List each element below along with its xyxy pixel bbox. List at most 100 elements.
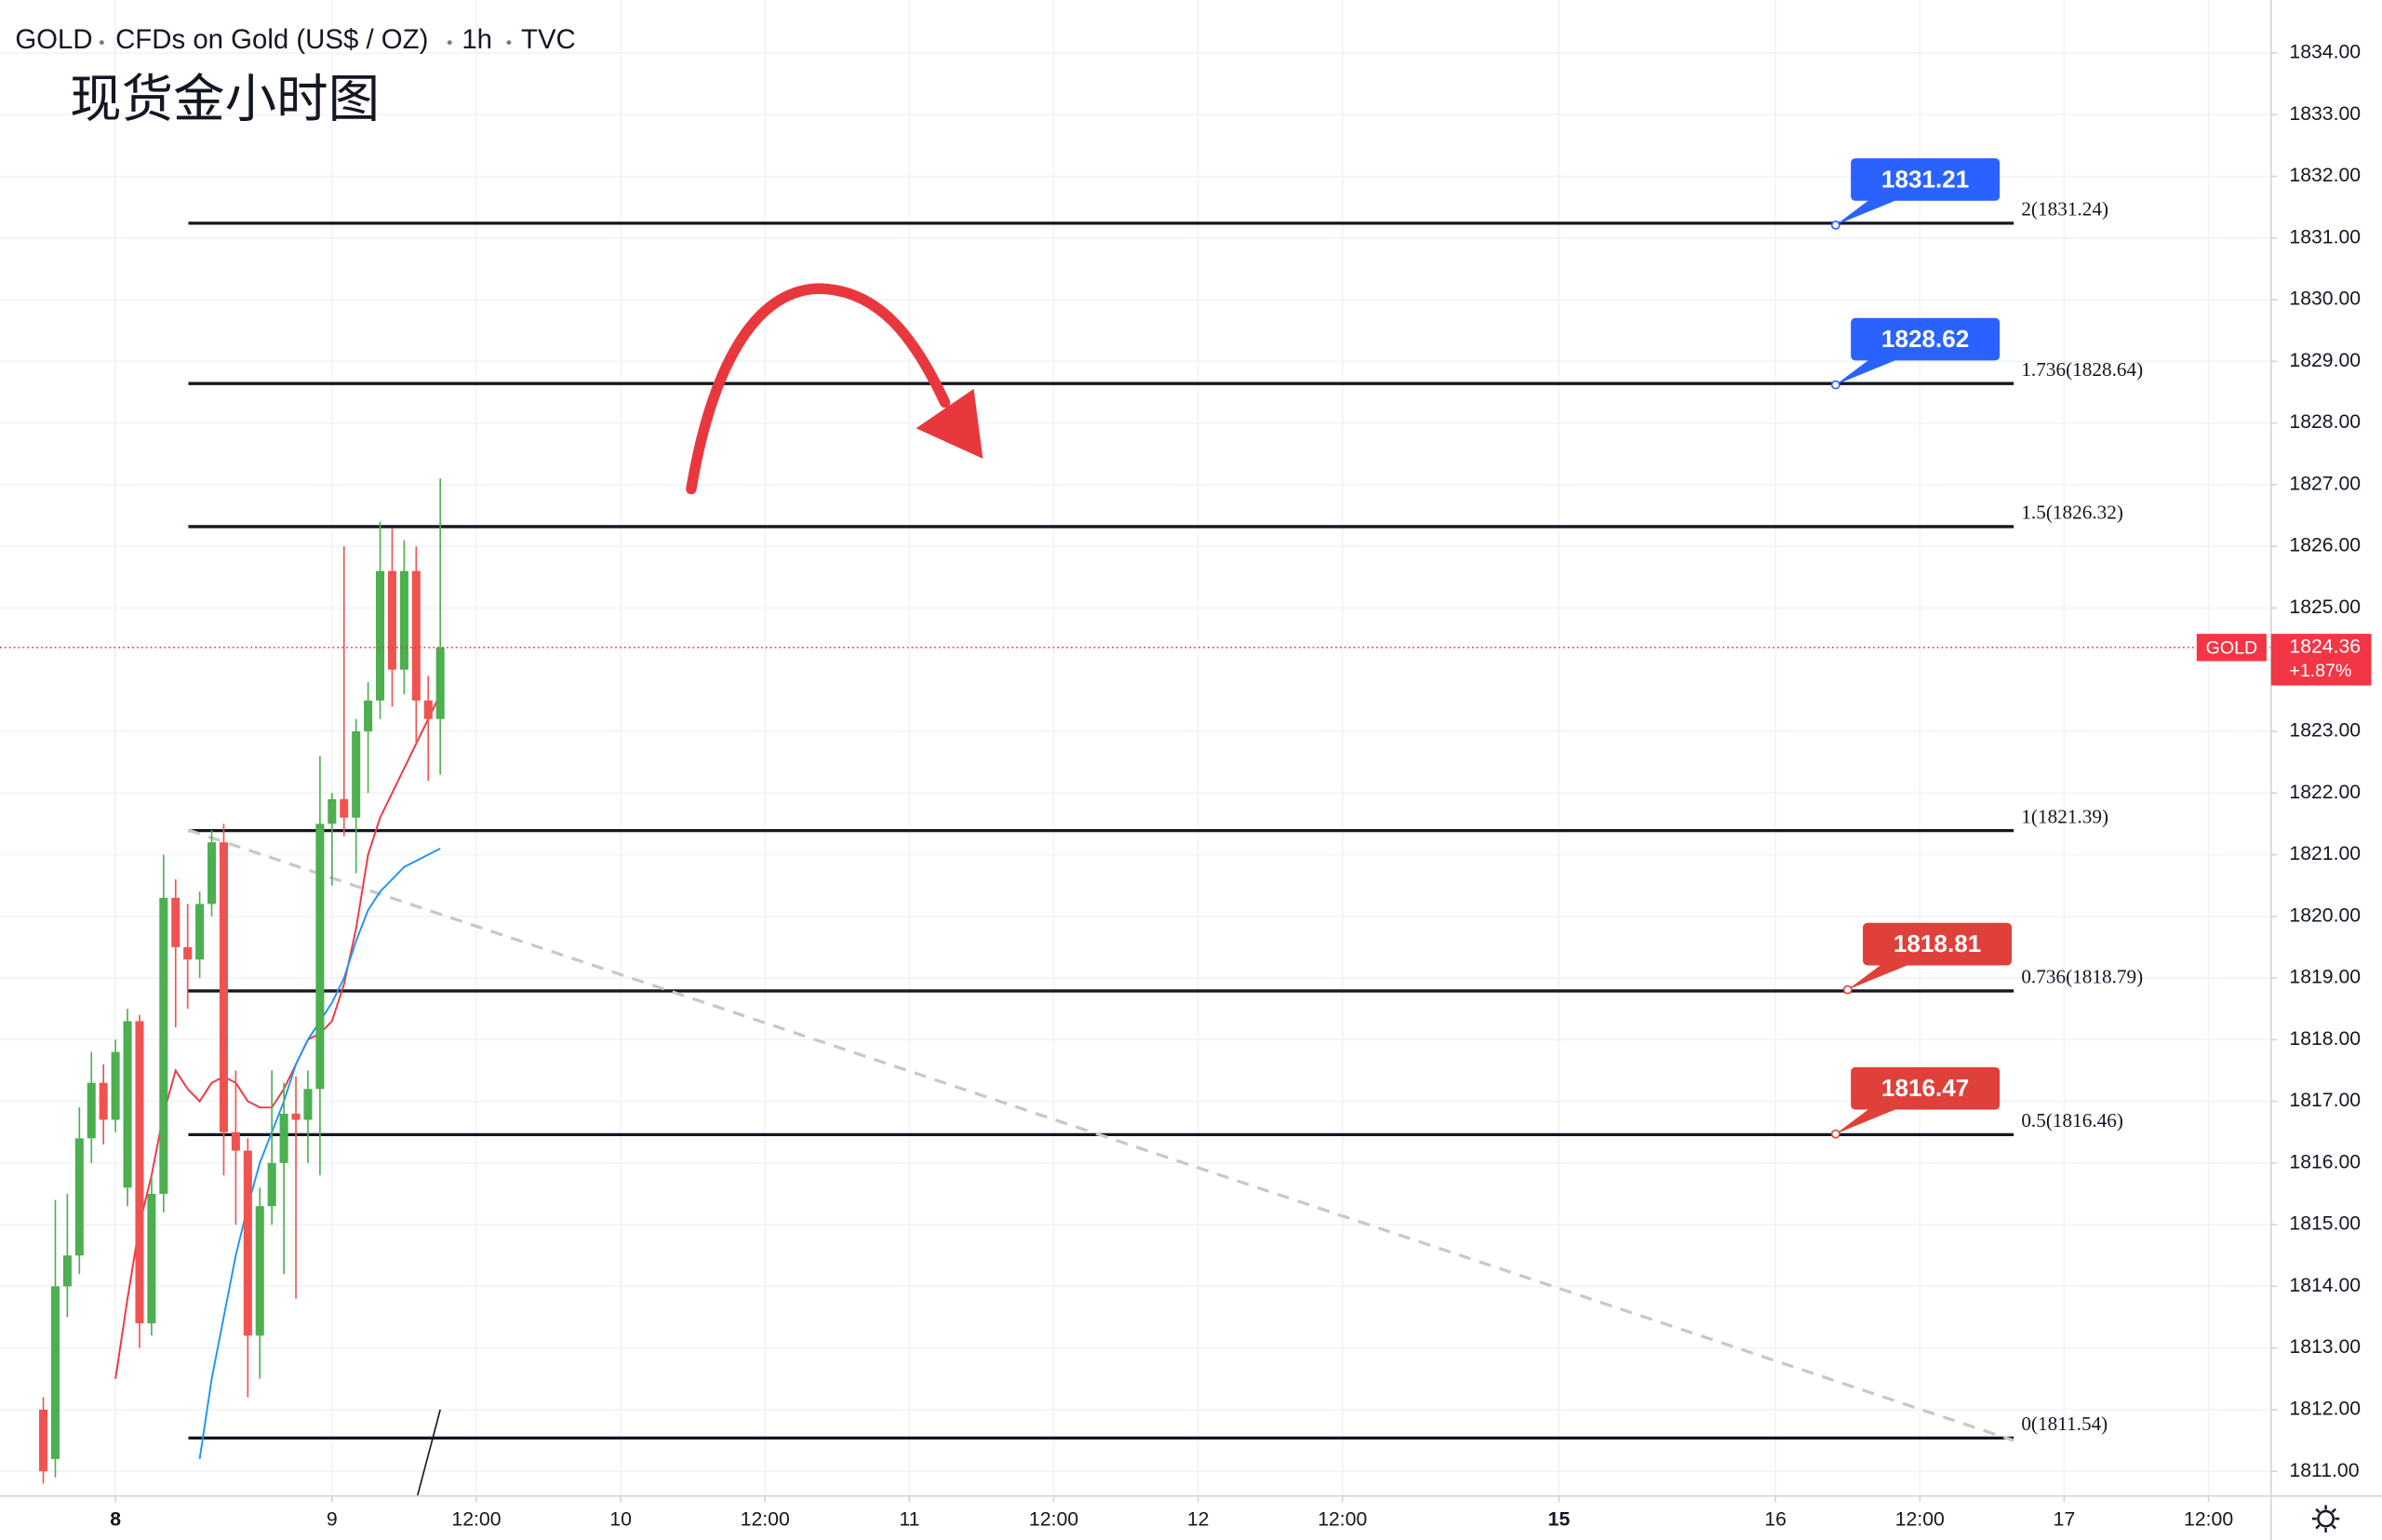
symbol-tag — [2196, 634, 2267, 662]
x-tick-label: 12:00 — [1029, 1508, 1078, 1530]
symbol: GOLD — [15, 24, 92, 55]
fib-label: 1.5(1826.32) — [2021, 502, 2123, 524]
settings-icon[interactable] — [2311, 1505, 2340, 1533]
candle-body — [255, 1206, 264, 1336]
x-tick-label: 10 — [609, 1508, 632, 1530]
fib-label: 0(1811.54) — [2021, 1413, 2108, 1435]
axes: 1811.00 1812.00 1813.00 1814.00 1815.00 1816.… — [110, 42, 2372, 1530]
candle-body — [219, 842, 228, 1132]
y-tick-label: 1832.00 — [2289, 165, 2361, 186]
y-tick-label: 1825.00 — [2289, 596, 2361, 618]
candle-body — [423, 700, 433, 719]
y-tick-label: 1834.00 — [2289, 42, 2361, 63]
x-tick-label: 9 — [327, 1508, 338, 1530]
x-tick-label: 16 — [1764, 1508, 1786, 1530]
candle-body — [340, 798, 349, 818]
grid — [0, 0, 2271, 1496]
y-tick-label: 1811.00 — [2289, 1460, 2359, 1481]
fib-label: 2(1831.24) — [2021, 198, 2108, 221]
callout-label: 1816.47 — [1881, 1074, 1969, 1102]
moving-average — [114, 693, 442, 1379]
callout-label: 1828.62 — [1881, 325, 1969, 353]
x-tick-label: 11 — [899, 1508, 919, 1530]
candle-body — [39, 1409, 48, 1472]
y-tick-label: 1820.00 — [2289, 904, 2361, 926]
candle-body — [135, 1021, 144, 1324]
trend-line — [187, 828, 2014, 1442]
candle-body — [303, 1089, 313, 1120]
price-tag-label: 1824.36 — [2289, 636, 2361, 657]
x-tick-label: 17 — [2054, 1508, 2076, 1530]
source: TVC — [521, 24, 576, 55]
callout-anchor — [1830, 1129, 1840, 1139]
x-tick-label: 15 — [1548, 1508, 1571, 1530]
interval: 1h — [462, 24, 492, 55]
candle-body — [87, 1082, 96, 1139]
candle-body — [279, 1113, 288, 1163]
fib-label: 1.736(1828.64) — [2021, 358, 2143, 381]
fib-label: 1(1821.39) — [2021, 805, 2108, 827]
y-tick-label: 1829.00 — [2289, 350, 2361, 371]
callout-pointer — [1835, 197, 1903, 225]
candle-body — [171, 897, 181, 947]
candle-body — [123, 1021, 132, 1188]
y-tick-label: 1816.00 — [2289, 1151, 2361, 1172]
candle-body — [376, 570, 385, 701]
fib-label: 0.736(1818.79) — [2021, 966, 2143, 988]
settings-icon-ring — [2317, 1509, 2335, 1528]
y-tick-label: 1818.00 — [2289, 1028, 2361, 1050]
y-tick-label: 1830.00 — [2289, 288, 2361, 310]
y-tick-label: 1833.00 — [2289, 103, 2361, 125]
candle-body — [243, 1150, 252, 1336]
candle-body — [352, 730, 361, 818]
separator — [99, 40, 104, 46]
candle-body — [207, 842, 217, 904]
arrow-head — [916, 388, 984, 459]
x-tick-label: 8 — [110, 1508, 121, 1530]
y-tick-label: 1813.00 — [2289, 1336, 2361, 1358]
candle-body — [411, 570, 421, 701]
callout-box — [1851, 1066, 2001, 1110]
description: CFDs on Gold (US$ / OZ) — [115, 24, 428, 55]
candle-body — [183, 946, 193, 960]
candle-body — [147, 1193, 156, 1324]
callout-anchor — [1830, 220, 1840, 230]
y-tick-label: 1831.00 — [2289, 226, 2361, 248]
candle-body — [62, 1255, 72, 1287]
callout-anchor — [1830, 380, 1840, 390]
candle-body — [328, 798, 337, 824]
candle-body — [267, 1162, 276, 1207]
y-tick-label: 1814.00 — [2289, 1275, 2361, 1296]
settings-icon-spokes — [2311, 1505, 2340, 1533]
callout-pointer — [1835, 1106, 1903, 1134]
candle-body — [99, 1082, 108, 1120]
candle-body — [435, 647, 445, 719]
x-tick-label: 12:00 — [741, 1508, 790, 1530]
y-tick-label: 1815.00 — [2289, 1213, 2361, 1235]
candle-body — [195, 904, 205, 960]
symbol-tag-label: GOLD — [2206, 638, 2257, 659]
candle-body — [159, 897, 168, 1194]
x-tick-label: 12:00 — [1895, 1508, 1945, 1530]
y-tick-label: 1812.00 — [2289, 1399, 2361, 1420]
plot: 2(1831.24) 1.736(1828.64) 1.5(1826.32) 1(18… — [0, 158, 2271, 1496]
x-tick-label: 12 — [1187, 1508, 1210, 1530]
candle-body — [74, 1138, 84, 1256]
arrow-curve — [686, 283, 951, 495]
candle-body — [291, 1113, 301, 1120]
x-tick-label: 12:00 — [1318, 1508, 1367, 1530]
y-tick-label: 1819.00 — [2289, 967, 2361, 988]
y-tick-label: 1823.00 — [2289, 720, 2361, 742]
x-tick-label: 12:00 — [2184, 1508, 2233, 1530]
callout-box — [1863, 922, 2013, 966]
candle-body — [111, 1051, 120, 1120]
separator — [506, 40, 512, 46]
y-tick-label: 1822.00 — [2289, 782, 2361, 803]
y-tick-label: 1821.00 — [2289, 843, 2361, 864]
y-tick-label: 1827.00 — [2289, 473, 2361, 494]
candle-body — [364, 700, 373, 731]
fib-label: 0.5(1816.46) — [2021, 1109, 2123, 1132]
candle-body — [399, 570, 408, 670]
